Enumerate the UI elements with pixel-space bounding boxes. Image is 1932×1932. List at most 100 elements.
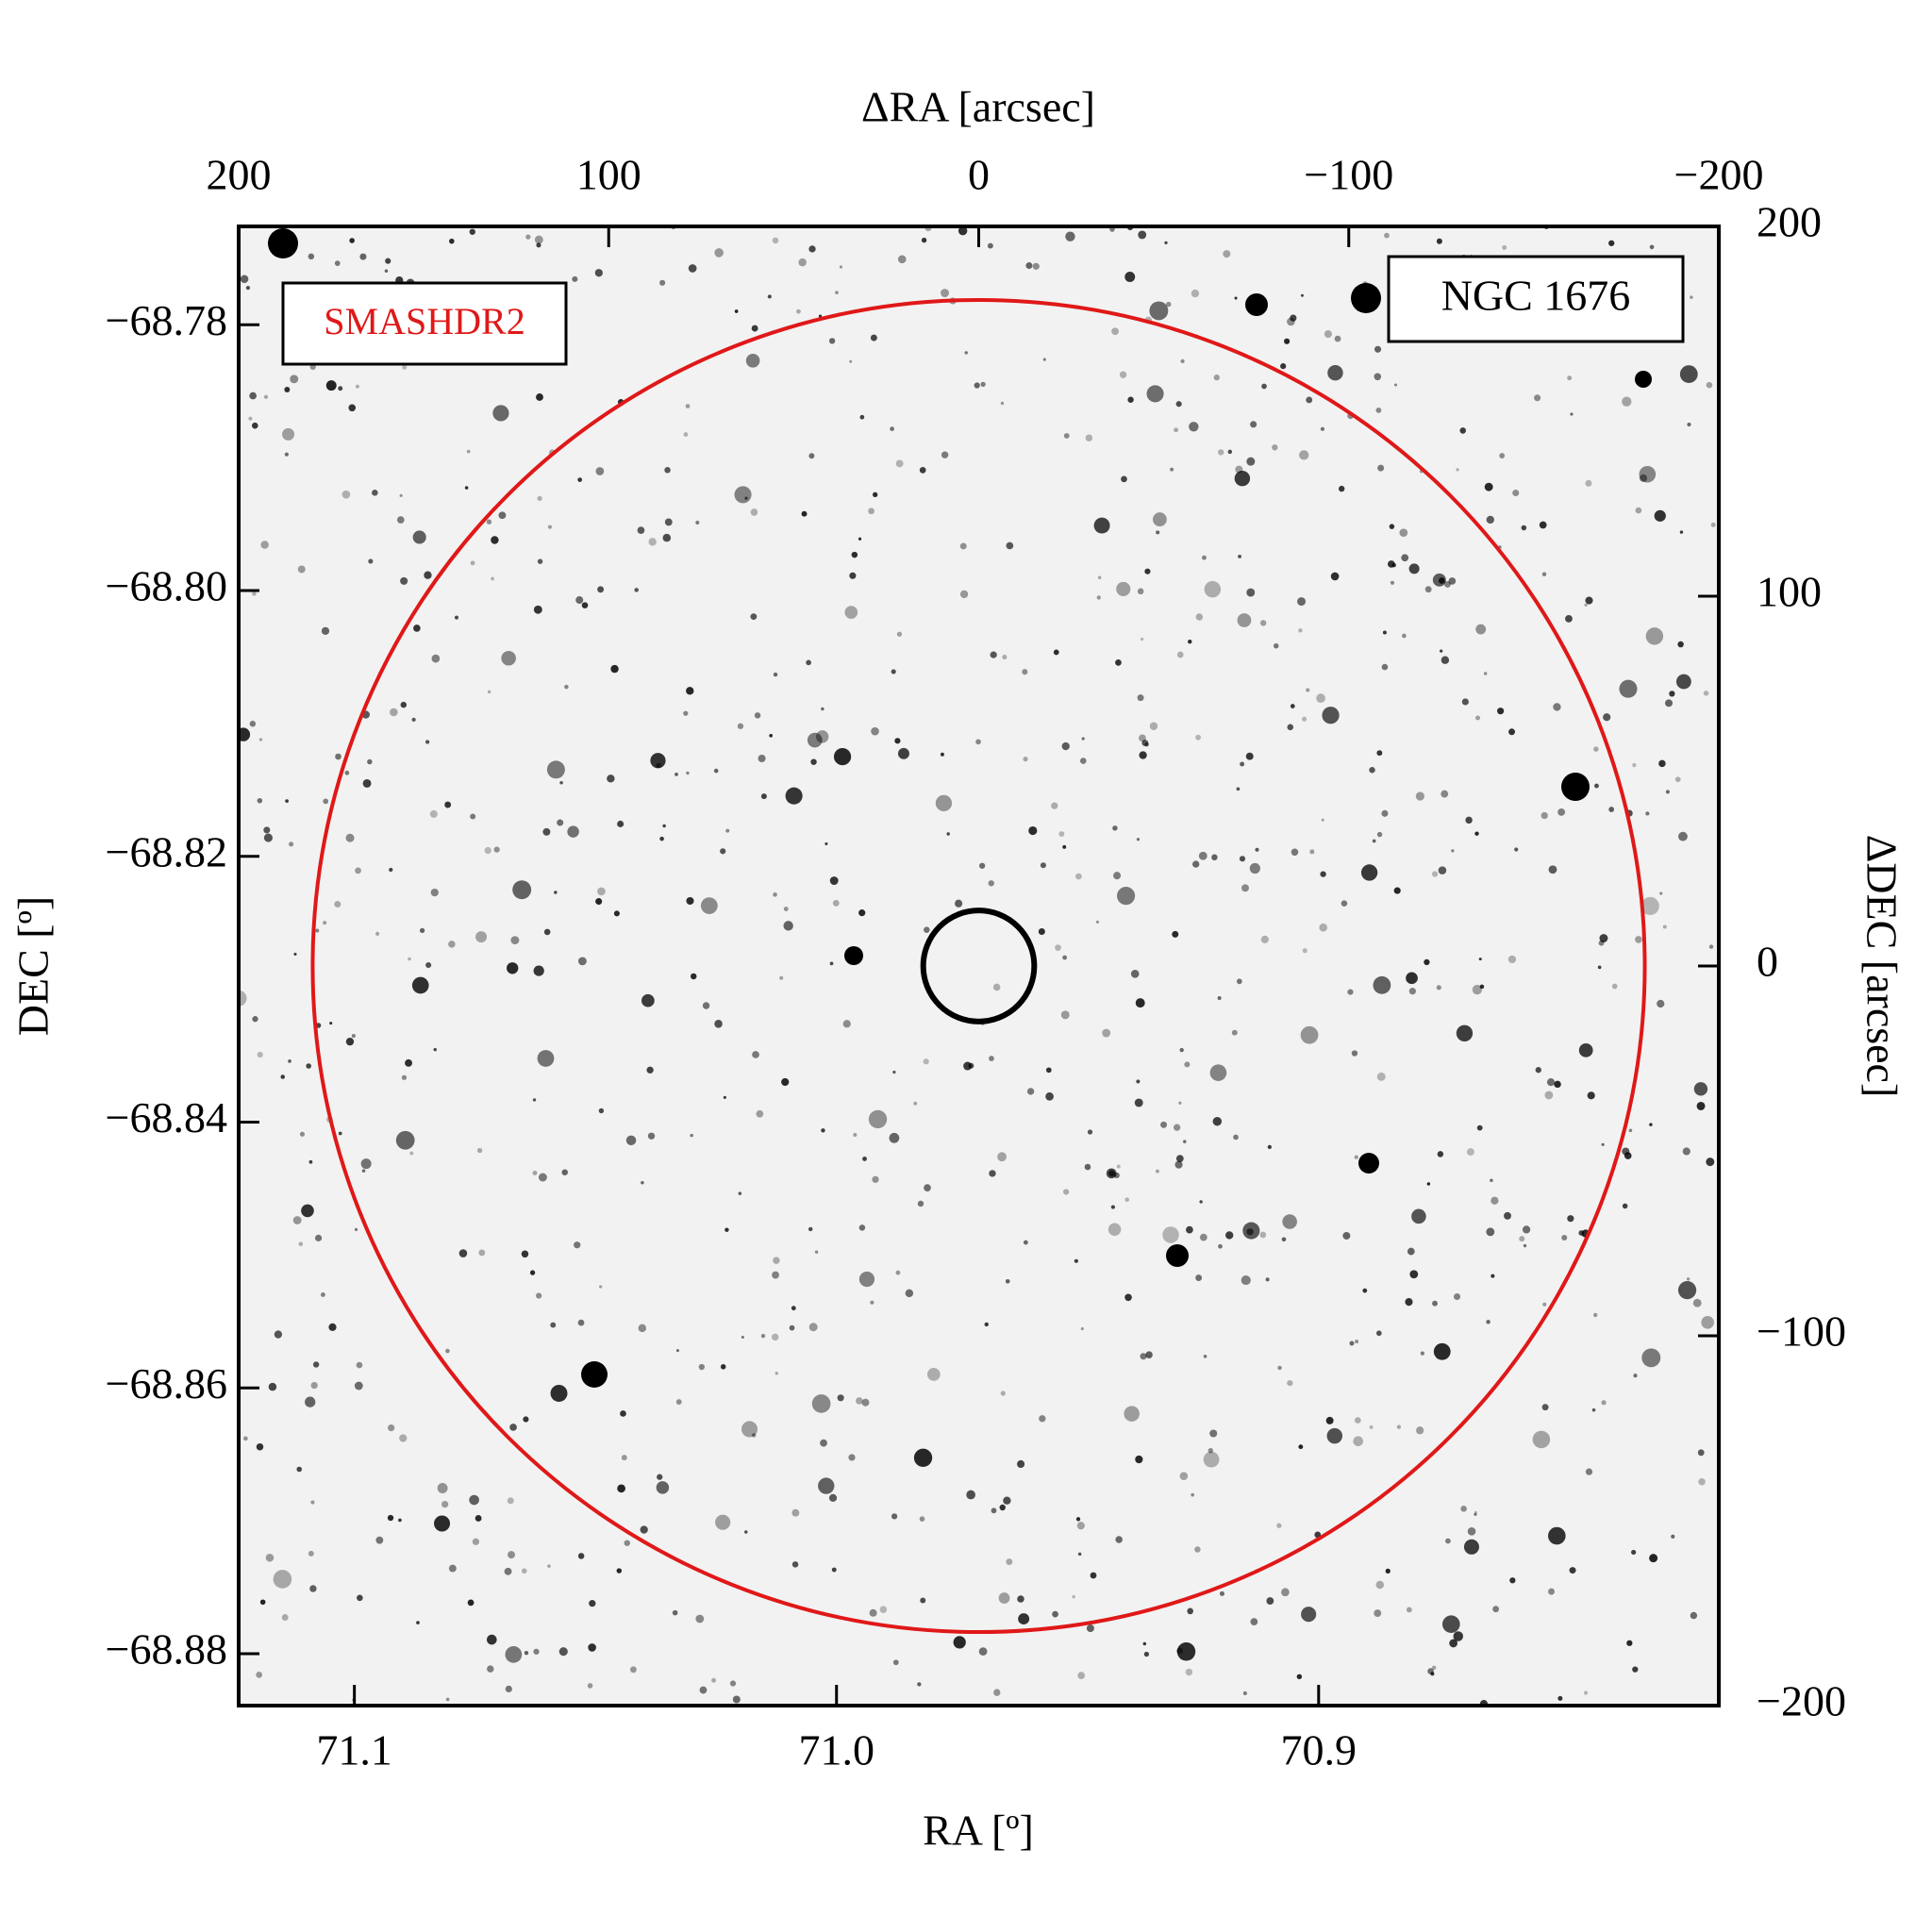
star: [1192, 860, 1200, 868]
star: [1490, 1178, 1493, 1183]
star: [1298, 1444, 1304, 1450]
star: [1415, 791, 1424, 801]
star: [1175, 1155, 1184, 1163]
star: [997, 1152, 1007, 1162]
star: [868, 1109, 888, 1129]
star: [1456, 1024, 1474, 1041]
star: [1250, 421, 1257, 428]
star: [774, 1372, 779, 1375]
x2-tick-label: −200: [1674, 151, 1764, 199]
star: [1384, 232, 1390, 239]
star: [1281, 1237, 1287, 1242]
y-tick-label: −68.82: [106, 827, 227, 875]
star: [512, 880, 532, 900]
star: [953, 1636, 966, 1649]
star: [1242, 1690, 1247, 1696]
star: [399, 1434, 408, 1442]
star: [1353, 1436, 1364, 1447]
star: [598, 1108, 605, 1114]
y2-tick-label: 0: [1757, 938, 1778, 986]
star: [1164, 241, 1168, 245]
star: [263, 826, 271, 834]
star: [577, 1319, 585, 1326]
star: [891, 669, 896, 675]
star: [1241, 1274, 1251, 1286]
star: [1534, 394, 1541, 402]
star: [1445, 1538, 1451, 1544]
star: [1240, 761, 1245, 767]
star: [1246, 457, 1256, 466]
star: [345, 833, 355, 842]
aperture-circle: [310, 297, 1647, 1635]
star: [1018, 1613, 1030, 1625]
star: [1055, 944, 1061, 951]
star: [1191, 1492, 1195, 1497]
star: [1486, 515, 1494, 525]
star: [858, 909, 866, 917]
star: [348, 404, 357, 412]
star: [492, 405, 509, 422]
star: [411, 976, 429, 994]
star: [1238, 554, 1242, 558]
star: [323, 798, 329, 805]
star: [1701, 1316, 1714, 1329]
star: [1322, 707, 1340, 724]
star: [725, 828, 730, 833]
star: [992, 983, 1001, 991]
y-tick-label: −68.78: [106, 296, 227, 344]
star: [533, 1648, 540, 1655]
star: [828, 338, 836, 344]
star: [536, 242, 541, 248]
star: [507, 962, 519, 974]
star: [525, 234, 531, 240]
star: [1401, 554, 1409, 562]
star: [750, 613, 758, 621]
star: [444, 801, 452, 808]
star: [1326, 1427, 1343, 1444]
star-field: [239, 226, 1716, 1706]
star: [751, 1433, 757, 1438]
star: [1296, 1674, 1303, 1680]
star: [1645, 627, 1664, 645]
bright-star: [268, 228, 298, 258]
star: [659, 836, 664, 841]
star: [1136, 838, 1141, 841]
star: [698, 1363, 706, 1371]
star: [637, 526, 645, 534]
star: [1492, 1606, 1500, 1613]
star: [550, 1385, 568, 1402]
star: [281, 1614, 289, 1621]
star: [574, 1241, 581, 1249]
bright-star: [1561, 773, 1590, 801]
star: [1622, 1203, 1628, 1209]
y2-axis-label: ΔDEC [arcsec]: [1857, 835, 1906, 1098]
star: [1249, 862, 1260, 874]
star: [750, 508, 758, 516]
star: [1522, 1225, 1531, 1234]
y-axis-label: DEC [º]: [9, 896, 58, 1036]
star: [1039, 1415, 1046, 1423]
star: [1593, 746, 1599, 752]
star: [1491, 1274, 1495, 1278]
star: [828, 1493, 838, 1502]
star: [1178, 1101, 1182, 1105]
star: [1382, 630, 1387, 635]
star: [1426, 1182, 1431, 1186]
star: [1665, 790, 1670, 794]
star: [1003, 1496, 1011, 1505]
star: [1431, 871, 1439, 877]
star: [1449, 1639, 1458, 1648]
star: [1260, 935, 1269, 943]
star: [1137, 694, 1144, 702]
star: [1276, 1523, 1282, 1528]
star: [989, 1056, 994, 1061]
star: [1176, 1642, 1196, 1661]
bright-star: [1166, 1244, 1189, 1267]
star: [1342, 1231, 1351, 1240]
star: [1281, 1588, 1290, 1597]
star: [1486, 1320, 1491, 1324]
star: [1491, 1196, 1499, 1205]
star: [1086, 1624, 1094, 1633]
star: [299, 1131, 306, 1137]
star: [1149, 722, 1158, 731]
